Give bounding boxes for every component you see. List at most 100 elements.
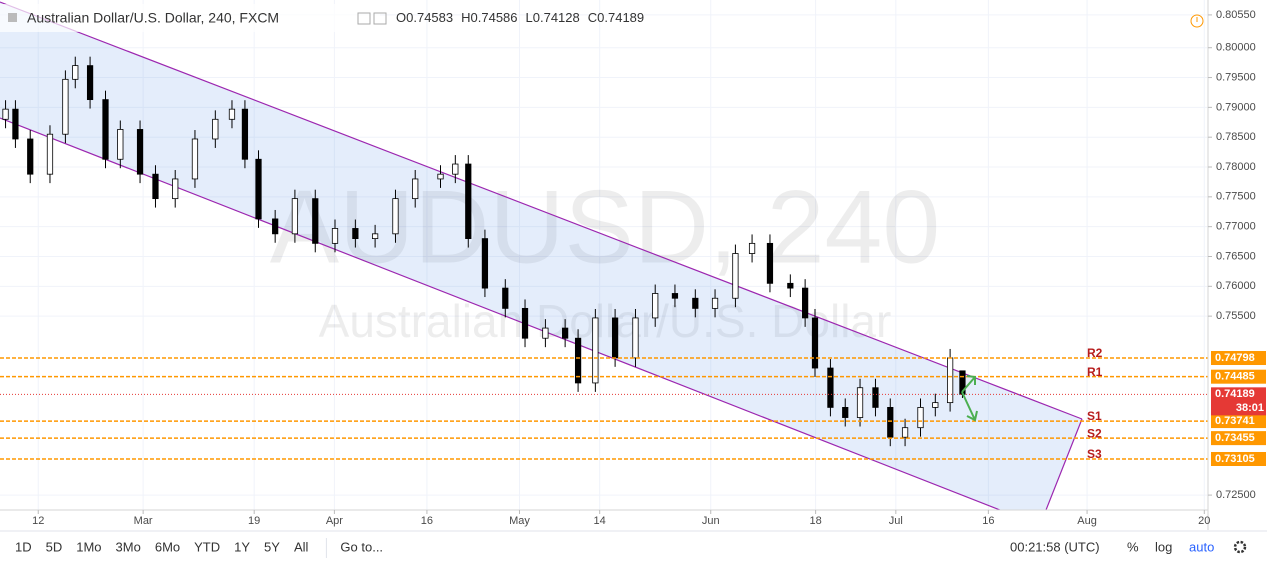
alert-icon[interactable] [1190,14,1204,28]
candle-body [241,108,249,160]
y-tick-label: 0.77500 [1216,191,1256,203]
x-tick-label: 16 [421,515,433,527]
watermark: AUDUSD, 240 [270,169,940,285]
scale-button[interactable]: % [1127,539,1139,554]
range-button[interactable]: 1Y [234,539,250,554]
level-name: R1 [1087,365,1103,379]
countdown: 38:01 [1236,402,1264,414]
candle-body [802,287,809,319]
candle-body [172,178,179,200]
candle-body [72,65,79,80]
x-tick-label: 18 [809,515,821,527]
ohlc-value: 0.74583 [406,10,453,25]
y-tick-label: 0.79500 [1216,71,1256,83]
candle-body [856,387,864,418]
range-button[interactable]: YTD [194,539,220,554]
level-name: S3 [1087,447,1102,461]
candle-body [136,129,144,175]
scale-button[interactable]: log [1155,539,1172,554]
candle-body [787,282,794,289]
y-tick-label: 0.78500 [1216,131,1256,143]
range-button[interactable]: 6Mo [155,539,180,554]
candle-body [901,427,909,438]
candle-body [502,287,509,309]
level-price: 0.73105 [1215,453,1255,465]
gear-icon[interactable] [1233,540,1247,554]
y-tick-label: 0.77000 [1216,221,1256,233]
axes: 0.80550 0.80000 0.79500 0.79000 0.78500 0.780… [32,9,1266,527]
candle-body [12,108,19,140]
toolbar: 1D 5D 1Mo 3Mo 6Mo YTD 1Y 5Y All Go to...% log auto [15,538,1214,558]
candle-body [872,387,879,408]
level-price-tag [1211,414,1266,429]
candle-body [842,407,849,418]
hide-icon[interactable] [373,12,387,25]
candle-body [212,118,219,140]
goto-button[interactable]: Go to... [340,539,383,554]
level-price: 0.73455 [1215,432,1255,444]
candle-body [102,99,109,160]
candle-body [946,357,954,404]
x-tick-label: May [509,515,530,527]
x-tick-label: Jul [889,515,903,527]
candle-body [632,317,639,359]
settings-icon[interactable] [357,12,371,25]
range-button[interactable]: 5D [46,539,63,554]
last-price-tag [1211,387,1266,416]
grid [0,0,1208,510]
level-price-tag [1211,351,1266,366]
x-tick-label: 20 [1198,515,1210,527]
candle-body [331,228,339,244]
level-name: R2 [1087,346,1103,360]
y-tick-label: 0.79000 [1216,101,1256,113]
candle-body [371,233,379,239]
candle-body [887,407,894,438]
candle-body [86,65,94,101]
range-button[interactable]: 3Mo [116,539,141,554]
arrows [961,375,978,422]
candle-body [811,317,819,369]
x-tick-label: Apr [326,515,343,527]
candle-body [671,293,679,299]
range-button[interactable]: 1D [15,539,32,554]
level-price-tag [1211,369,1266,384]
range-button[interactable]: 5Y [264,539,280,554]
ohlc-label: H [461,10,470,25]
channel-fill [0,2,1082,510]
ohlc-label: C [588,10,597,25]
symbol-title: Australian Dollar/U.S. Dollar, 240, FXCM [27,10,279,26]
x-tick-label: 14 [594,515,606,527]
candle-body [932,402,939,408]
candle-body [452,163,459,175]
range-button[interactable]: 1Mo [76,539,101,554]
x-tick-label: Jun [702,515,720,527]
candle-body [312,198,319,244]
ohlc-readout: O0.74583 H0.74586 L0.74128 C0.74189 [396,10,644,25]
candle-body [766,242,774,284]
candle-body [228,108,236,120]
watermark-sub: Australian Dollar/U.S. Dollar [319,295,892,347]
plot: R2 R1 S1 S2 S3 [0,56,1208,461]
channel-lower [0,117,1001,511]
candle-body [27,138,34,175]
range-button[interactable]: All [294,539,309,554]
y-tick-label: 0.80550 [1216,9,1256,21]
candle-body [191,138,199,180]
candle-body [748,242,756,254]
ohlc-value: 0.74128 [533,10,580,25]
candle-body [117,129,124,160]
x-tick-label: Aug [1077,515,1097,527]
y-tick-label: 0.76000 [1216,280,1256,292]
ohlc-label: O [396,10,406,25]
channel-upper [0,1,1083,420]
channel-edge [1045,418,1083,511]
last-price: 0.74189 [1215,388,1255,400]
level-name: S1 [1087,409,1102,423]
scale-button[interactable]: auto [1189,539,1214,554]
candle-body [2,108,9,120]
level-price: 0.74798 [1215,352,1255,364]
candle-body [465,163,472,239]
x-tick-label: 12 [32,515,44,527]
